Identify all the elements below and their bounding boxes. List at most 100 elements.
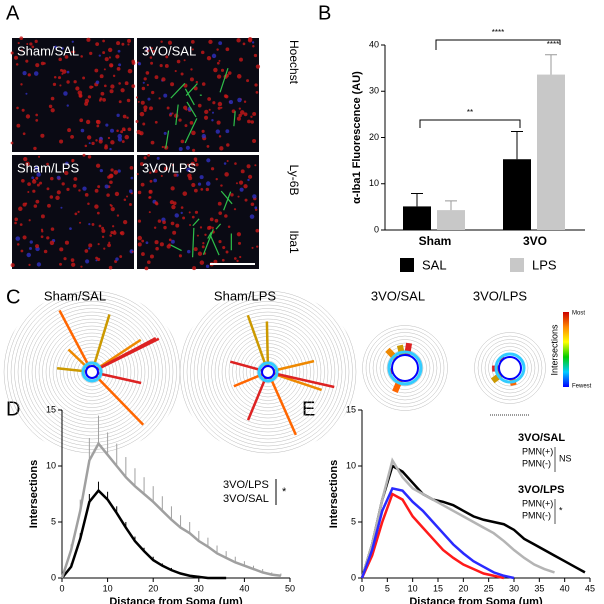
cell-dot (72, 50, 76, 54)
significance: **** (547, 40, 559, 49)
cell-dot (175, 223, 180, 228)
x-tick-label: 40 (560, 583, 570, 593)
soma (498, 356, 522, 380)
cell-dot (112, 225, 115, 228)
cell-dot (71, 40, 74, 43)
cell-dot (105, 123, 109, 127)
cell-dot (166, 244, 171, 249)
cell-dot (240, 169, 245, 174)
cell-dot (200, 187, 204, 191)
legend-label: 3VO/LPS (223, 479, 269, 491)
cell-dot (216, 120, 221, 125)
cell-dot (78, 189, 81, 192)
series-line (360, 492, 505, 580)
cell-dot (127, 68, 133, 74)
branch (91, 371, 145, 426)
cell-dot (58, 57, 62, 62)
cell-dot (126, 38, 131, 43)
cell-dot (80, 128, 85, 133)
cell-dot (70, 258, 75, 262)
cell-dot (170, 239, 175, 244)
legend-label: 3VO/SAL (223, 493, 269, 505)
cell-dot (63, 257, 67, 261)
cell-dot (172, 230, 177, 235)
cell-dot (160, 40, 163, 43)
cell-dot (218, 240, 222, 244)
cell-dot (36, 262, 42, 267)
cell-dot (218, 41, 223, 46)
cell-dot (250, 120, 255, 124)
cell-dot (99, 168, 103, 173)
cell-dot (121, 140, 125, 144)
cell-dot (107, 243, 111, 248)
cell-dot (164, 64, 169, 68)
cell-dot (129, 166, 134, 170)
cell-dot (139, 111, 145, 117)
cell-dot (237, 241, 242, 245)
y-axis-label: Intersections (328, 460, 340, 528)
cell-dot (233, 208, 237, 211)
cell-dot (25, 92, 28, 95)
sholl-ring (362, 325, 448, 411)
cell-dot (247, 174, 253, 179)
vessel (207, 231, 212, 239)
cell-dot (189, 120, 194, 125)
cell-dot (15, 63, 19, 66)
cell-dot (207, 97, 212, 101)
cell-dot (192, 266, 197, 271)
x-tick-label: 40 (239, 583, 249, 593)
sholl-ring (186, 290, 350, 454)
cell-dot (103, 84, 107, 88)
sholl-ring (207, 311, 329, 433)
cell-dot (215, 177, 218, 181)
cell-dot (201, 129, 205, 133)
cell-dot (208, 108, 211, 111)
cell-dot (25, 161, 30, 167)
cell-dot (148, 189, 153, 194)
cell-dot (190, 40, 195, 44)
cell-dot (67, 128, 72, 133)
cell-dot (254, 206, 258, 210)
cell-dot (145, 47, 149, 51)
y-tick-label: 15 (346, 404, 356, 414)
sholl-ring (73, 353, 111, 391)
cell-dot (20, 49, 23, 52)
cell-dot (61, 182, 65, 186)
cell-dot (197, 103, 202, 108)
cell-dot (211, 226, 214, 230)
cell-dot (59, 84, 62, 87)
series-line (61, 488, 227, 580)
cell-dot (25, 114, 31, 119)
cell-dot (170, 221, 175, 226)
cell-dot (16, 106, 19, 110)
cell-dot (201, 133, 207, 139)
cell-dot (99, 74, 104, 79)
cell-dot (124, 134, 130, 140)
cell-dot (19, 36, 24, 40)
cell-dot (137, 242, 142, 247)
cell-dot (66, 80, 70, 84)
cell-dot (56, 175, 61, 180)
cell-dot (95, 139, 98, 142)
sholl-ring (21, 301, 163, 443)
cell-dot (22, 70, 27, 76)
cell-dot (14, 55, 19, 60)
cell-dot (189, 223, 192, 226)
cell-dot (31, 45, 35, 49)
y-tick-label: 0 (374, 224, 379, 234)
cell-dot (173, 173, 177, 177)
error-bar (511, 130, 523, 160)
cell-dot (219, 146, 224, 151)
cell-dot (22, 235, 27, 240)
cell-dot (162, 220, 166, 225)
cell-dot (143, 108, 147, 112)
cell-dot (174, 69, 177, 73)
cell-dot (195, 163, 199, 167)
cell-dot (117, 137, 123, 142)
cell-dot (66, 187, 70, 191)
cell-dot (25, 59, 29, 63)
cell-dot (216, 48, 219, 51)
x-tick-label: 0 (359, 583, 364, 593)
cell-dot (103, 68, 106, 71)
y-tick-label: 10 (346, 460, 356, 470)
